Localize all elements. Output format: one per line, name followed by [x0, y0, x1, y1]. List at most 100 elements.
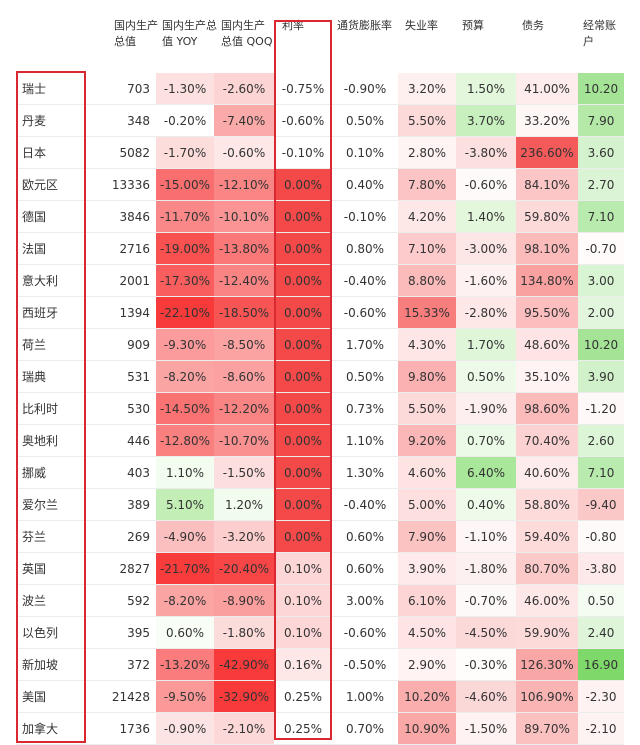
cell-unemployment: 6.10%: [398, 585, 456, 617]
cell-yoy: -12.80%: [156, 425, 214, 457]
column-header-current-account[interactable]: 经常账户: [583, 19, 616, 48]
country-name: 瑞典: [16, 361, 86, 393]
cell-debt: 35.10%: [516, 361, 578, 393]
cell-debt: 58.80%: [516, 489, 578, 521]
cell-rate: 0.25%: [274, 681, 332, 713]
cell-gdp: 2827: [86, 553, 156, 585]
cell-debt: 40.60%: [516, 457, 578, 489]
cell-gdp: 372: [86, 649, 156, 681]
cell-debt: 84.10%: [516, 169, 578, 201]
cell-inflation: 0.50%: [332, 105, 398, 137]
cell-yoy: 1.10%: [156, 457, 214, 489]
cell-unemployment: 4.30%: [398, 329, 456, 361]
cell-budget: 1.50%: [456, 73, 516, 105]
cell-debt: 134.80%: [516, 265, 578, 297]
column-header-rate[interactable]: 利率: [282, 19, 304, 32]
cell-rate: 0.10%: [274, 617, 332, 649]
cell-budget: 0.50%: [456, 361, 516, 393]
cell-budget: -0.30%: [456, 649, 516, 681]
cell-current-account: -0.70: [578, 233, 624, 265]
cell-qoq: -0.60%: [214, 137, 274, 169]
cell-rate: 0.10%: [274, 553, 332, 585]
cell-yoy: -0.20%: [156, 105, 214, 137]
cell-unemployment: 2.90%: [398, 649, 456, 681]
cell-inflation: 0.10%: [332, 137, 398, 169]
column-header-inflation[interactable]: 通货膨胀率: [337, 19, 392, 32]
cell-qoq: -8.50%: [214, 329, 274, 361]
cell-current-account: 7.10: [578, 201, 624, 233]
country-name: 法国: [16, 233, 86, 265]
cell-current-account: 3.90: [578, 361, 624, 393]
cell-inflation: 0.40%: [332, 169, 398, 201]
cell-gdp: 403: [86, 457, 156, 489]
cell-current-account: -2.10: [578, 713, 624, 745]
cell-unemployment: 9.20%: [398, 425, 456, 457]
cell-gdp: 703: [86, 73, 156, 105]
column-header-unemployment[interactable]: 失业率: [405, 19, 438, 32]
cell-inflation: -0.10%: [332, 201, 398, 233]
cell-inflation: -0.40%: [332, 489, 398, 521]
cell-current-account: 7.90: [578, 105, 624, 137]
country-name: 德国: [16, 201, 86, 233]
cell-inflation: 0.80%: [332, 233, 398, 265]
cell-gdp: 348: [86, 105, 156, 137]
country-name: 挪威: [16, 457, 86, 489]
cell-qoq: -10.70%: [214, 425, 274, 457]
cell-inflation: 1.10%: [332, 425, 398, 457]
cell-budget: -1.90%: [456, 393, 516, 425]
cell-inflation: 0.60%: [332, 521, 398, 553]
cell-unemployment: 3.20%: [398, 73, 456, 105]
column-header-gdp[interactable]: 国内生产总值: [114, 19, 158, 48]
cell-budget: -1.50%: [456, 713, 516, 745]
cell-inflation: 1.00%: [332, 681, 398, 713]
cell-rate: -0.60%: [274, 105, 332, 137]
cell-qoq: -12.40%: [214, 265, 274, 297]
cell-yoy: -0.90%: [156, 713, 214, 745]
column-header-budget[interactable]: 预算: [462, 19, 484, 32]
cell-budget: 0.40%: [456, 489, 516, 521]
country-name: 奥地利: [16, 425, 86, 457]
cell-budget: -1.10%: [456, 521, 516, 553]
cell-inflation: -0.60%: [332, 617, 398, 649]
cell-current-account: 10.20: [578, 73, 624, 105]
cell-budget: 6.40%: [456, 457, 516, 489]
cell-rate: 0.00%: [274, 297, 332, 329]
cell-rate: -0.10%: [274, 137, 332, 169]
cell-qoq: -2.10%: [214, 713, 274, 745]
cell-yoy: -11.70%: [156, 201, 214, 233]
cell-yoy: -19.00%: [156, 233, 214, 265]
cell-gdp: 1394: [86, 297, 156, 329]
column-header-qoq[interactable]: 国内生产总值 QOQ: [221, 19, 273, 48]
cell-yoy: -4.90%: [156, 521, 214, 553]
cell-yoy: -9.50%: [156, 681, 214, 713]
cell-debt: 59.80%: [516, 201, 578, 233]
cell-rate: 0.00%: [274, 457, 332, 489]
cell-qoq: -12.10%: [214, 169, 274, 201]
cell-rate: 0.00%: [274, 265, 332, 297]
cell-debt: 126.30%: [516, 649, 578, 681]
column-header-yoy[interactable]: 国内生产总值 YOY: [162, 19, 217, 48]
cell-rate: 0.00%: [274, 201, 332, 233]
column-header-debt[interactable]: 债务: [522, 19, 544, 32]
cell-debt: 46.00%: [516, 585, 578, 617]
cell-budget: -0.70%: [456, 585, 516, 617]
cell-unemployment: 7.10%: [398, 233, 456, 265]
cell-yoy: 0.60%: [156, 617, 214, 649]
cell-gdp: 269: [86, 521, 156, 553]
cell-gdp: 1736: [86, 713, 156, 745]
cell-yoy: 5.10%: [156, 489, 214, 521]
cell-budget: -2.80%: [456, 297, 516, 329]
cell-gdp: 2001: [86, 265, 156, 297]
cell-current-account: -9.40: [578, 489, 624, 521]
cell-yoy: -15.00%: [156, 169, 214, 201]
cell-current-account: -2.30: [578, 681, 624, 713]
cell-gdp: 531: [86, 361, 156, 393]
cell-unemployment: 9.80%: [398, 361, 456, 393]
country-name: 荷兰: [16, 329, 86, 361]
cell-yoy: -8.20%: [156, 585, 214, 617]
cell-debt: 70.40%: [516, 425, 578, 457]
country-column-highlight-box: [16, 71, 86, 743]
cell-unemployment: 10.90%: [398, 713, 456, 745]
cell-yoy: -13.20%: [156, 649, 214, 681]
cell-debt: 80.70%: [516, 553, 578, 585]
